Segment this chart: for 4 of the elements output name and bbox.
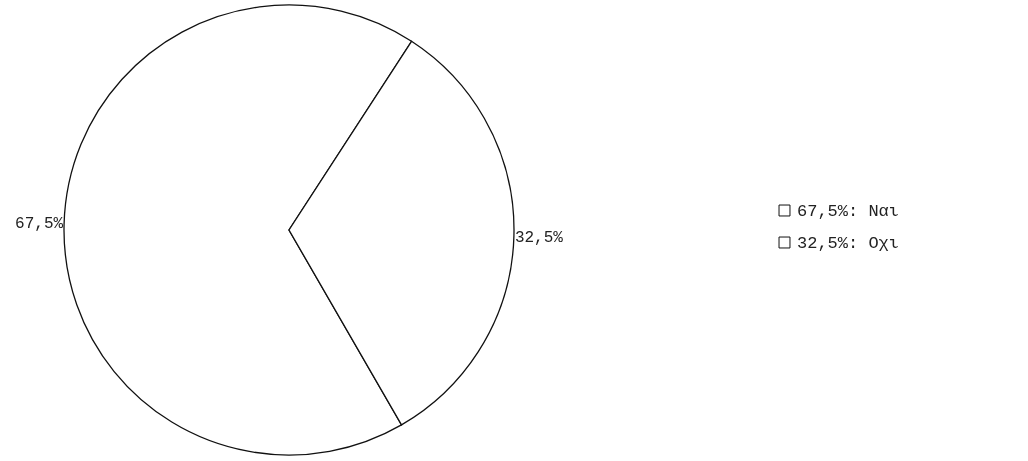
legend-label: 32,5%: Οχι <box>797 233 900 253</box>
data-label: 67,5% <box>15 215 64 234</box>
data-label: 32,5% <box>514 228 564 247</box>
legend-label: 67,5%: Ναι <box>797 201 900 221</box>
